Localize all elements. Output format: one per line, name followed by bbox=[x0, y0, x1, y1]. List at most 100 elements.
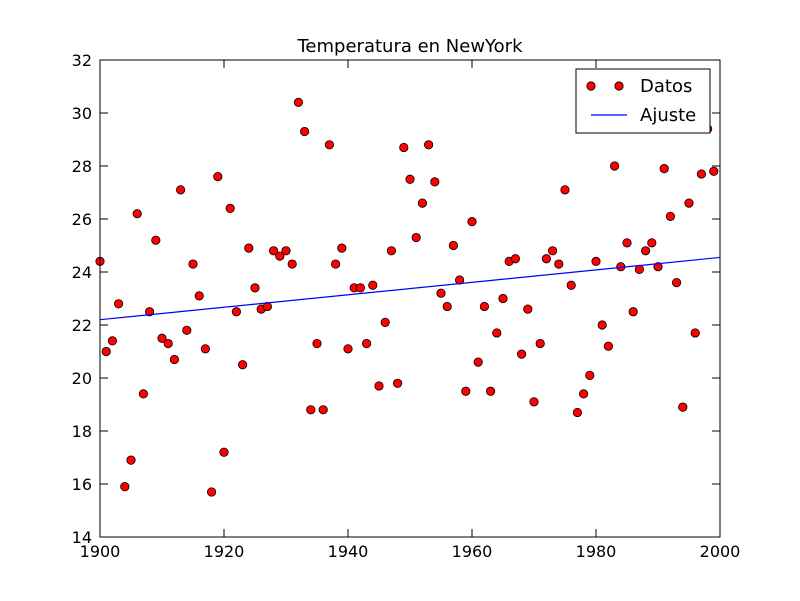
data-point bbox=[374, 381, 384, 391]
data-point bbox=[399, 142, 409, 153]
data-point bbox=[411, 232, 421, 243]
data-point bbox=[529, 397, 539, 407]
y-tick-label: 18 bbox=[72, 422, 92, 441]
data-point bbox=[132, 209, 142, 219]
data-point bbox=[479, 301, 489, 312]
y-tick-label: 26 bbox=[72, 210, 92, 229]
data-point bbox=[299, 126, 310, 137]
data-point bbox=[126, 455, 136, 465]
data-point bbox=[287, 259, 297, 269]
data-point bbox=[176, 185, 186, 195]
data-point bbox=[609, 161, 620, 171]
data-point bbox=[585, 370, 595, 380]
data-point bbox=[157, 333, 167, 343]
x-tick-label: 1960 bbox=[452, 542, 493, 561]
data-point bbox=[461, 386, 471, 396]
data-point bbox=[138, 389, 148, 399]
data-point bbox=[262, 301, 272, 312]
x-tick-label: 2000 bbox=[700, 542, 741, 561]
data-point bbox=[250, 283, 260, 293]
data-point bbox=[591, 256, 601, 266]
data-point bbox=[213, 172, 223, 182]
data-point bbox=[560, 185, 570, 195]
data-point bbox=[417, 198, 427, 208]
data-point bbox=[306, 405, 316, 415]
data-point bbox=[231, 307, 241, 317]
data-point bbox=[647, 238, 657, 248]
data-point bbox=[653, 262, 663, 272]
data-point bbox=[107, 336, 118, 346]
x-tick-label: 1900 bbox=[80, 542, 121, 561]
data-point bbox=[343, 344, 353, 354]
data-point bbox=[516, 349, 527, 359]
legend-label-ajuste: Ajuste bbox=[640, 105, 696, 126]
data-point bbox=[467, 217, 477, 227]
data-point bbox=[541, 254, 552, 264]
legend-marker-datos-left bbox=[586, 81, 596, 91]
data-point bbox=[684, 198, 694, 208]
data-point bbox=[603, 341, 614, 351]
data-point bbox=[145, 307, 155, 317]
data-point bbox=[498, 293, 508, 304]
data-point bbox=[238, 360, 248, 370]
data-point bbox=[566, 280, 576, 290]
data-point bbox=[361, 338, 372, 349]
y-tick-label: 14 bbox=[72, 528, 92, 547]
y-tick-label: 24 bbox=[72, 263, 92, 282]
data-point bbox=[535, 338, 545, 349]
chart-marks bbox=[95, 97, 721, 497]
data-point bbox=[510, 254, 521, 264]
data-point bbox=[671, 277, 682, 288]
data-point bbox=[405, 174, 415, 184]
data-point bbox=[194, 291, 204, 301]
y-tick-label: 20 bbox=[72, 369, 92, 388]
data-point bbox=[628, 307, 638, 317]
data-point bbox=[380, 317, 390, 327]
y-tick-label: 22 bbox=[72, 316, 92, 335]
data-point bbox=[163, 338, 173, 349]
y-tick-label: 32 bbox=[72, 51, 92, 70]
data-point bbox=[678, 402, 688, 412]
data-point bbox=[430, 177, 440, 187]
data-point bbox=[219, 447, 229, 457]
data-point bbox=[386, 246, 396, 256]
data-point bbox=[318, 405, 328, 415]
data-point bbox=[392, 378, 403, 388]
data-point bbox=[200, 344, 210, 354]
data-point bbox=[640, 246, 651, 256]
data-point bbox=[101, 346, 111, 357]
x-tick-label: 1940 bbox=[328, 542, 369, 561]
data-point bbox=[492, 328, 502, 338]
data-point bbox=[244, 243, 254, 253]
plot-area-frame bbox=[99, 59, 721, 538]
data-point bbox=[622, 238, 632, 248]
series-line-1 bbox=[99, 256, 721, 321]
data-point bbox=[436, 288, 446, 298]
data-point bbox=[182, 325, 192, 335]
legend: Datos Ajuste bbox=[575, 68, 711, 134]
data-point bbox=[523, 304, 533, 314]
data-point bbox=[324, 140, 334, 150]
y-tick-label: 28 bbox=[72, 157, 92, 176]
y-tick-label: 16 bbox=[72, 475, 92, 494]
legend-label-datos: Datos bbox=[640, 76, 692, 97]
data-point bbox=[448, 240, 458, 251]
x-tick-label: 1980 bbox=[576, 542, 617, 561]
data-point bbox=[368, 280, 378, 290]
data-point bbox=[293, 97, 303, 108]
legend-marker-datos-right bbox=[614, 81, 624, 91]
data-point bbox=[578, 389, 589, 399]
data-point bbox=[355, 283, 365, 293]
data-point bbox=[554, 259, 564, 269]
axis-ticks: 1900 1920 1940 1960 1980 2000 14 16 18 20 22 24 26 28… bbox=[72, 51, 741, 561]
legend-frame bbox=[575, 68, 711, 134]
data-point bbox=[151, 235, 161, 245]
data-point bbox=[665, 211, 676, 221]
data-point bbox=[572, 407, 583, 418]
data-point bbox=[485, 386, 496, 396]
data-point bbox=[597, 320, 607, 330]
data-point bbox=[120, 482, 130, 492]
y-tick-label: 30 bbox=[72, 104, 92, 123]
